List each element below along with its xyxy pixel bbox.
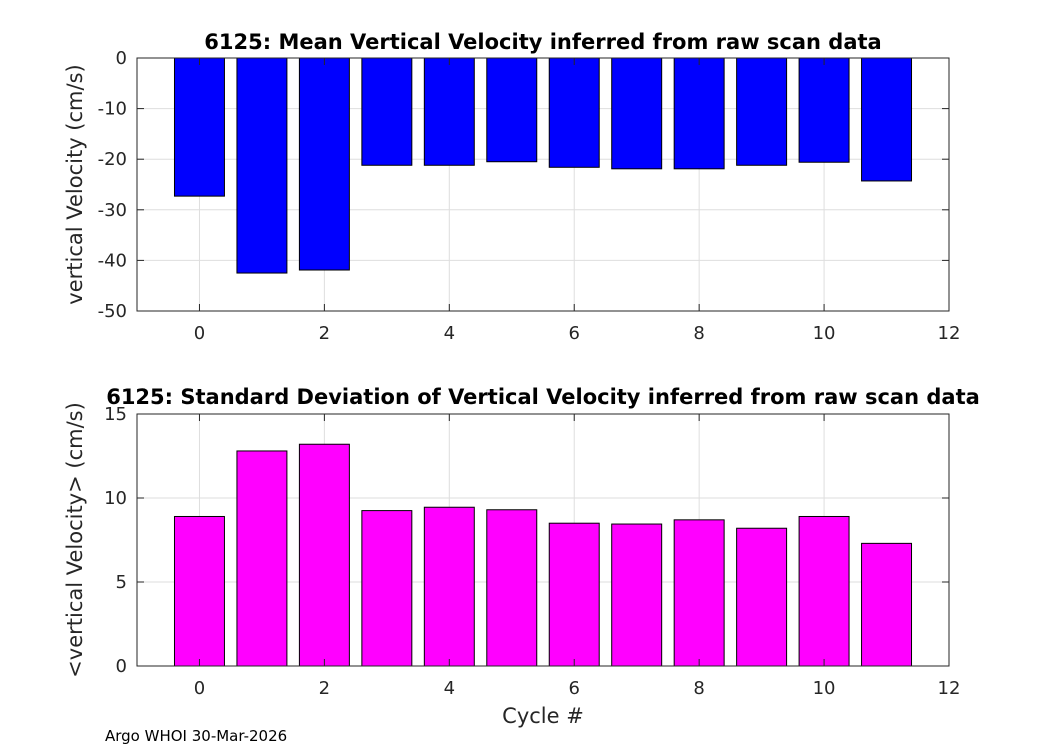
- bar: [861, 57, 913, 182]
- x-tick-label: 10: [813, 678, 836, 699]
- x-tick-label: 2: [319, 323, 330, 344]
- y-tick-label: 5: [116, 572, 127, 593]
- bar: [423, 506, 475, 667]
- y-tick-label: -10: [98, 99, 127, 120]
- x-tick-label: 12: [938, 323, 961, 344]
- x-tick-label: 8: [693, 678, 704, 699]
- bar: [736, 527, 788, 667]
- bar: [861, 542, 913, 667]
- bar: [361, 57, 413, 166]
- bar: [173, 57, 225, 197]
- x-tick-label: 0: [194, 678, 205, 699]
- plot-frame: [136, 57, 950, 312]
- y-tick-label: 10: [104, 488, 127, 509]
- y-tick-label: 15: [104, 404, 127, 425]
- std-velocity-chart: 0 2 4 6 8 10 12 0 5 10 15 6125: Standard Deviation…: [63, 385, 980, 728]
- bar: [486, 509, 538, 667]
- bar: [236, 450, 288, 667]
- chart-title: 6125: Mean Vertical Velocity inferred fr…: [204, 30, 881, 54]
- x-tick-label: 2: [319, 678, 330, 699]
- footer-credit: Argo WHOI 30-Mar-2026: [105, 727, 287, 745]
- y-tick-label: 0: [116, 656, 127, 677]
- x-tick-label: 6: [569, 678, 580, 699]
- bar: [548, 522, 600, 667]
- y-axis-label: vertical Velocity (cm/s): [63, 64, 87, 304]
- x-tick-label: 0: [194, 323, 205, 344]
- y-tick-label: -40: [98, 250, 127, 271]
- bar: [673, 57, 725, 170]
- bar: [798, 57, 850, 163]
- chart-title: 6125: Standard Deviation of Vertical Vel…: [106, 385, 980, 409]
- y-tick-label: -50: [98, 301, 127, 322]
- bar: [611, 57, 663, 170]
- bar: [423, 57, 475, 166]
- y-tick-label: 0: [116, 48, 127, 69]
- mean-velocity-chart: 0 2 4 6 8 10 12 0 -10 -20 -30 -40 -50 6125: Mean Ver…: [63, 30, 960, 344]
- x-tick-label: 6: [569, 323, 580, 344]
- bar: [298, 57, 350, 271]
- plot-frame: [136, 413, 950, 667]
- x-tick-label: 4: [444, 678, 455, 699]
- bar: [298, 443, 350, 667]
- x-tick-label: 8: [693, 323, 704, 344]
- bar: [486, 57, 538, 163]
- bar: [361, 510, 413, 667]
- y-axis-label: <vertical Velocity> (cm/s): [63, 402, 87, 678]
- bar: [236, 57, 288, 274]
- y-tick-label: -30: [98, 200, 127, 221]
- bar: [173, 515, 225, 667]
- y-tick-label: -20: [98, 149, 127, 170]
- bar: [548, 57, 600, 168]
- bar: [673, 519, 725, 667]
- x-axis-label: Cycle #: [502, 704, 584, 728]
- bar: [798, 515, 850, 667]
- bar: [611, 523, 663, 667]
- x-tick-label: 4: [444, 323, 455, 344]
- x-tick-label: 12: [938, 678, 961, 699]
- x-tick-label: 10: [813, 323, 836, 344]
- bar: [736, 57, 788, 166]
